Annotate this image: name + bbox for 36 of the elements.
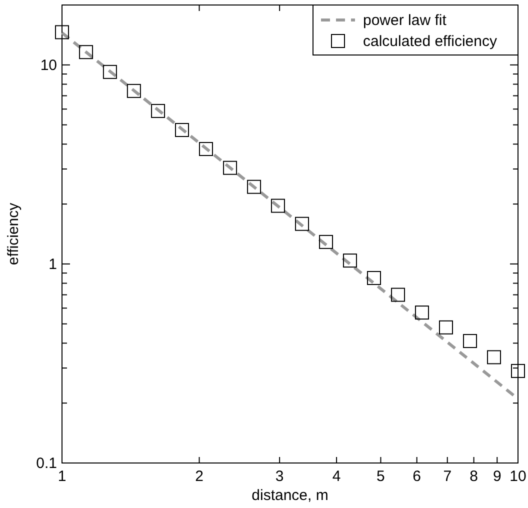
point bbox=[102, 64, 117, 79]
point bbox=[223, 160, 238, 175]
y-tick-label: 1 bbox=[48, 256, 57, 273]
point bbox=[175, 123, 189, 137]
point bbox=[198, 142, 213, 156]
x-tick-label: 2 bbox=[195, 468, 204, 485]
point bbox=[439, 320, 453, 334]
point bbox=[270, 198, 285, 213]
x-tick-label: 3 bbox=[275, 468, 284, 485]
x-axis-title: distance, m bbox=[252, 487, 328, 504]
x-tick-label: 9 bbox=[492, 468, 502, 485]
x-tick-label: 7 bbox=[443, 468, 452, 485]
point bbox=[247, 180, 262, 194]
point bbox=[55, 25, 69, 40]
x-tick-label: 10 bbox=[510, 468, 526, 485]
point bbox=[319, 234, 334, 249]
legend-label: power law fit bbox=[363, 12, 448, 29]
x-tick-label: 8 bbox=[470, 468, 478, 485]
x-tick-label: 5 bbox=[376, 468, 385, 485]
point bbox=[511, 364, 525, 378]
point bbox=[463, 334, 478, 348]
point bbox=[342, 254, 357, 268]
point bbox=[414, 306, 429, 320]
y-axis-title: efficiency bbox=[5, 202, 22, 266]
point bbox=[126, 84, 141, 98]
y-tick-label: 10 bbox=[40, 56, 57, 74]
point bbox=[487, 350, 502, 364]
point bbox=[367, 271, 382, 286]
y-tick-label: 0.1 bbox=[36, 455, 57, 472]
point bbox=[79, 45, 94, 60]
point bbox=[391, 288, 406, 302]
legend-label: calculated efficiency bbox=[363, 33, 498, 50]
x-tick-label: 6 bbox=[412, 468, 422, 485]
x-tick-label: 4 bbox=[332, 468, 341, 485]
point bbox=[295, 216, 310, 231]
point bbox=[151, 104, 166, 118]
